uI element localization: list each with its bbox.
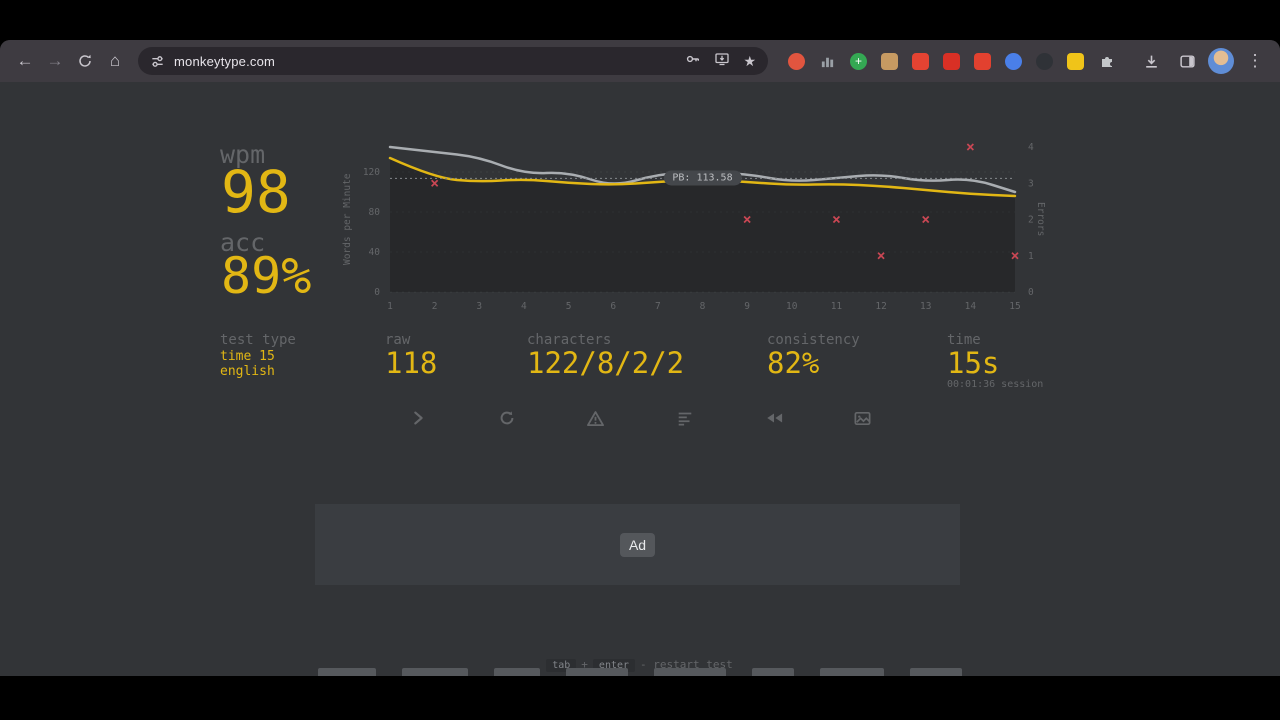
raw-label: raw — [385, 332, 411, 348]
home-button[interactable]: ⌂ — [109, 51, 121, 70]
footer-partial — [0, 668, 1280, 676]
practice-words-icon[interactable] — [586, 408, 606, 428]
omnibox-actions: ★ — [685, 51, 756, 72]
svg-text:2: 2 — [432, 301, 438, 312]
results-chart: 0 40 80 120 0 1 2 3 4 1 2 3 4 5 6 7 8 9 10 11 12 13 14 15 Words… — [340, 138, 1050, 328]
extensions-row: + — [788, 52, 1115, 70]
extension-icon[interactable] — [1067, 52, 1084, 70]
characters-value: 122/8/2/2 — [527, 346, 685, 380]
plus-text: + — [581, 658, 588, 671]
svg-text:14: 14 — [965, 301, 977, 312]
footer-link-partial[interactable] — [566, 668, 628, 676]
footer-link-partial[interactable] — [752, 668, 794, 676]
svg-text:120: 120 — [363, 167, 380, 178]
monkeytype-results: wpm 98 acc 89% 0 40 80 120 0 1 2 3 4 1 2 3 4 5 6 7 8 9 10 1… — [0, 82, 1280, 676]
restart-hint-text: - restart test — [640, 658, 733, 671]
svg-text:12: 12 — [875, 301, 886, 312]
bookmark-star-icon[interactable]: ★ — [743, 53, 756, 69]
address-bar[interactable]: monkeytype.com ★ — [138, 47, 768, 75]
extension-icon[interactable] — [819, 53, 836, 70]
svg-text:3: 3 — [476, 301, 482, 312]
footer-link-partial[interactable] — [318, 668, 376, 676]
chart-ylabel-left: Words per Minute — [342, 173, 353, 266]
wpm-label: wpm — [220, 140, 266, 169]
raw-value: 118 — [385, 346, 438, 380]
browser-toolbar: ← → ⌂ monkeytype.com ★ — [0, 40, 1280, 82]
svg-text:9: 9 — [744, 301, 750, 312]
svg-text:1: 1 — [1028, 251, 1034, 262]
acc-value: 89% — [221, 247, 312, 305]
svg-text:8: 8 — [700, 301, 706, 312]
svg-text:7: 7 — [655, 301, 661, 312]
install-app-icon[interactable] — [714, 51, 730, 72]
back-button[interactable]: ← — [16, 51, 34, 70]
session-time: 00:01:36 session — [947, 379, 1044, 390]
svg-text:2: 2 — [1028, 215, 1034, 226]
ad-badge[interactable]: Ad — [619, 532, 656, 557]
next-test-icon[interactable] — [408, 408, 428, 428]
extension-icon[interactable] — [788, 52, 805, 70]
extension-icon[interactable]: + — [850, 52, 867, 70]
extension-icon[interactable] — [1098, 53, 1115, 70]
svg-text:3: 3 — [1028, 178, 1034, 189]
extension-icon[interactable] — [1005, 52, 1022, 70]
extension-icon[interactable] — [881, 52, 898, 70]
password-key-icon[interactable] — [685, 51, 701, 72]
profile-avatar[interactable] — [1208, 48, 1234, 74]
time-label: time — [947, 332, 981, 348]
extension-icon[interactable] — [1036, 52, 1053, 70]
svg-text:6: 6 — [610, 301, 616, 312]
letterbox-top — [0, 0, 1280, 40]
svg-text:1: 1 — [387, 301, 393, 312]
footer-link-partial[interactable] — [654, 668, 726, 676]
svg-text:13: 13 — [920, 301, 931, 312]
extension-icon[interactable] — [912, 52, 929, 70]
wpm-value: 98 — [221, 158, 291, 226]
test-type-label: test type — [220, 332, 296, 348]
characters-label: characters — [527, 332, 612, 348]
side-panel-icon[interactable] — [1172, 46, 1202, 76]
restart-test-icon[interactable] — [497, 408, 517, 428]
footer-link-partial[interactable] — [494, 668, 540, 676]
downloads-icon[interactable] — [1136, 46, 1166, 76]
footer-link-partial[interactable] — [820, 668, 884, 676]
browser-window: ← → ⌂ monkeytype.com ★ — [0, 40, 1280, 676]
acc-label: acc — [220, 228, 266, 257]
forward-button[interactable]: → — [46, 51, 64, 70]
copy-screenshot-icon[interactable] — [853, 408, 873, 428]
footer-link-partial[interactable] — [402, 668, 468, 676]
words-history-icon[interactable] — [675, 408, 695, 428]
letterbox-bottom — [0, 676, 1280, 720]
consistency-value: 82% — [767, 346, 820, 380]
chart-ylabel-right: Errors — [1035, 202, 1046, 237]
svg-text:10: 10 — [786, 301, 798, 312]
extension-icon[interactable] — [943, 52, 960, 70]
svg-text:15: 15 — [1009, 301, 1020, 312]
toolbar-right-cluster: ⋮ — [1136, 46, 1270, 76]
time-value: 15s — [947, 346, 1000, 380]
pb-tooltip: PB: 113.58 — [663, 170, 742, 186]
svg-text:5: 5 — [566, 301, 572, 312]
watch-replay-icon[interactable] — [764, 408, 784, 428]
svg-text:40: 40 — [369, 247, 381, 258]
footer-link-partial[interactable] — [910, 668, 962, 676]
site-settings-icon[interactable] — [150, 54, 165, 69]
svg-text:0: 0 — [374, 287, 380, 298]
test-type-language: english — [220, 364, 275, 379]
svg-text:4: 4 — [521, 301, 527, 312]
reload-icon[interactable] — [70, 46, 100, 76]
extension-icon[interactable] — [974, 52, 991, 70]
menu-kebab-icon[interactable]: ⋮ — [1246, 51, 1264, 70]
ad-container: Ad — [315, 504, 960, 585]
test-type-mode: time 15 — [220, 349, 275, 364]
result-actions — [0, 408, 1280, 428]
svg-text:0: 0 — [1028, 287, 1034, 298]
svg-text:4: 4 — [1028, 142, 1034, 153]
svg-text:11: 11 — [831, 301, 843, 312]
svg-text:80: 80 — [369, 207, 381, 218]
consistency-label: consistency — [767, 332, 860, 348]
url-text: monkeytype.com — [174, 53, 276, 69]
